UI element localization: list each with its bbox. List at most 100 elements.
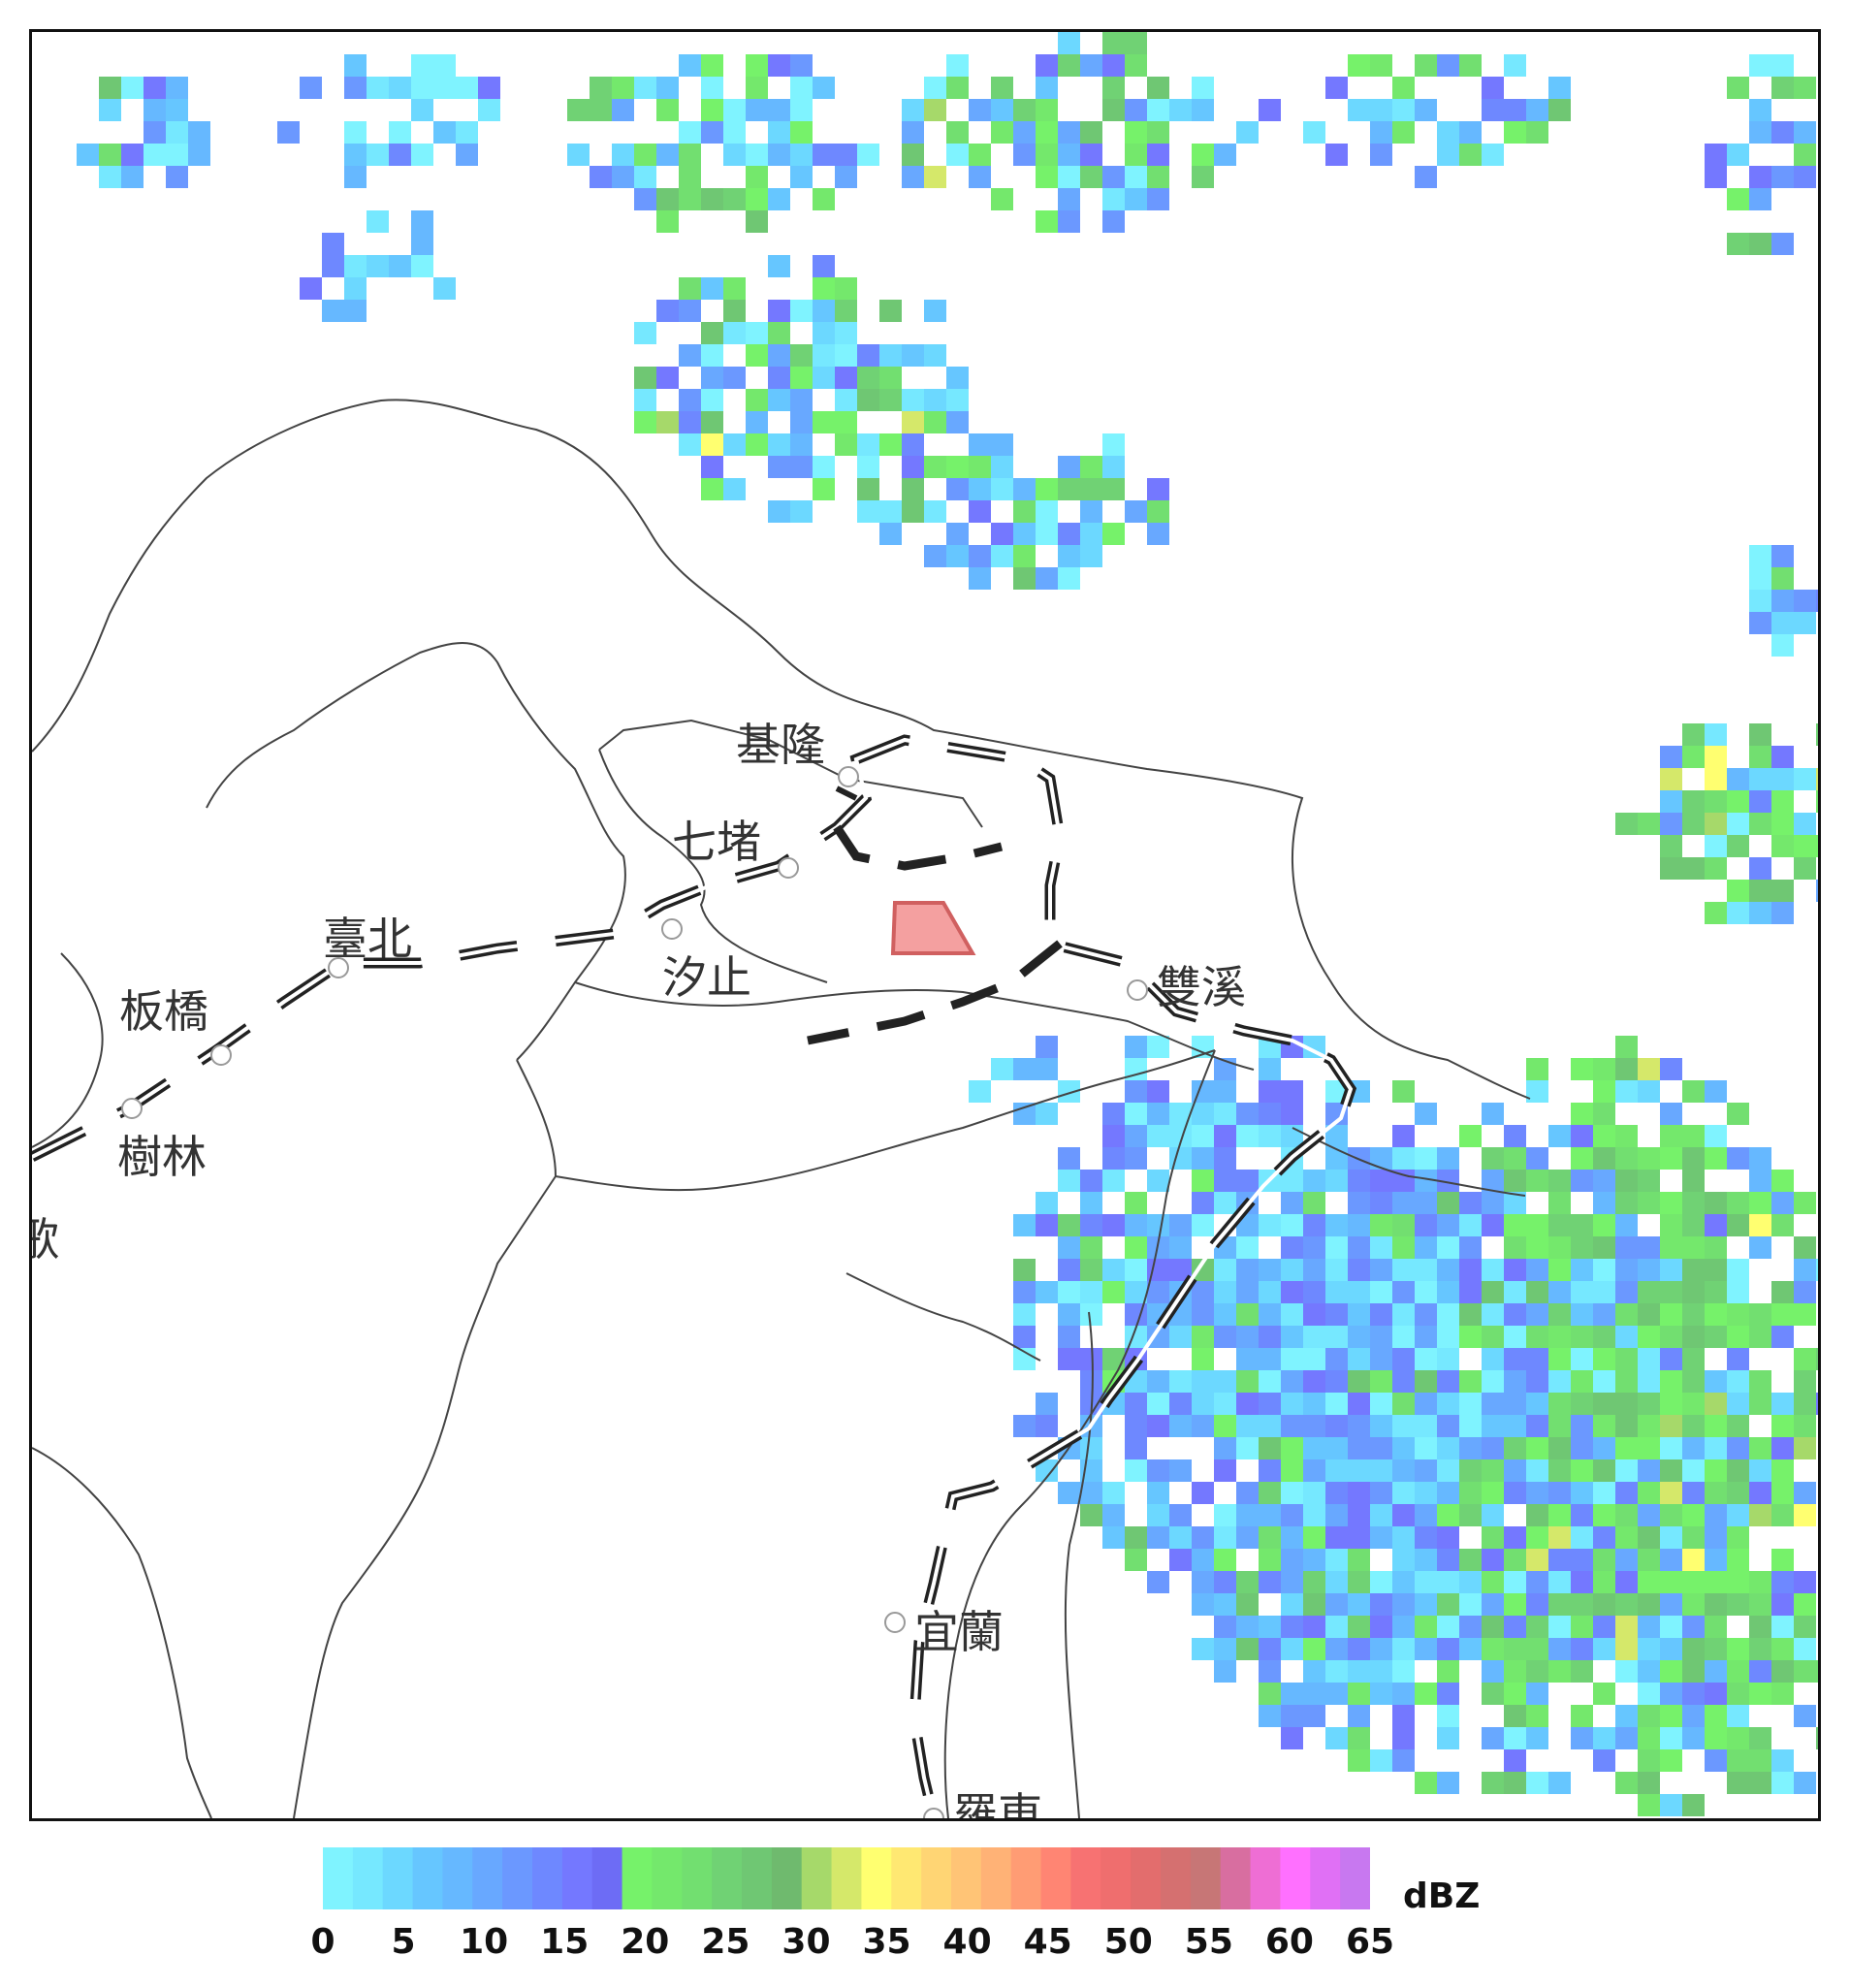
radar-cell — [1749, 1192, 1771, 1214]
colorbar-swatch — [1040, 1847, 1072, 1909]
radar-cell — [1437, 121, 1459, 144]
radar-cell — [1437, 1482, 1459, 1504]
radar-cell — [1013, 1281, 1036, 1303]
station-marker[interactable] — [838, 766, 859, 787]
radar-cell — [679, 277, 701, 300]
radar-cell — [1749, 1482, 1771, 1504]
colorbar-swatch — [472, 1847, 503, 1909]
station-marker[interactable] — [210, 1044, 232, 1066]
radar-cell — [1370, 1214, 1392, 1236]
radar-cell — [1348, 1504, 1370, 1526]
radar-cell — [1058, 121, 1080, 144]
radar-cell — [768, 322, 790, 344]
radar-cell — [1816, 835, 1818, 857]
radar-cell — [1348, 1415, 1370, 1437]
radar-cell — [1147, 1259, 1169, 1281]
radar-cell — [768, 433, 790, 456]
radar-cell — [1615, 1214, 1638, 1236]
radar-cell — [1325, 1683, 1348, 1705]
radar-cell — [1036, 166, 1058, 188]
radar-cell — [634, 188, 656, 210]
radar-cell — [1660, 1326, 1682, 1348]
radar-cell — [1036, 1192, 1058, 1214]
radar-cell — [746, 166, 768, 188]
station-marker[interactable] — [1127, 979, 1148, 1001]
radar-cell — [1236, 1370, 1259, 1393]
radar-cell — [1638, 1192, 1660, 1214]
radar-cell — [746, 54, 768, 77]
station-marker[interactable] — [884, 1612, 906, 1633]
dbz-colorbar — [323, 1847, 1370, 1909]
radar-cell — [1615, 1326, 1638, 1348]
radar-cell — [857, 478, 879, 500]
radar-cell — [1459, 1638, 1482, 1660]
radar-cell — [1727, 1683, 1749, 1705]
radar-cell — [1259, 1103, 1281, 1125]
radar-cell — [1080, 1192, 1102, 1214]
radar-cell — [1615, 1638, 1638, 1660]
radar-cell — [1794, 144, 1816, 166]
radar-cell — [1036, 99, 1058, 121]
radar-cell — [1615, 1281, 1638, 1303]
radar-cell — [1682, 1526, 1705, 1549]
radar-cell — [344, 166, 367, 188]
radar-cell — [1482, 1147, 1504, 1170]
radar-cell — [835, 144, 857, 166]
radar-cell — [1259, 1549, 1281, 1571]
radar-cell — [1504, 1236, 1526, 1259]
radar-cell — [1415, 1170, 1437, 1192]
radar-cell — [902, 166, 924, 188]
radar-cell — [1682, 1259, 1705, 1281]
radar-cell — [1548, 1593, 1571, 1616]
radar-cell — [1615, 1593, 1638, 1616]
radar-cell — [456, 144, 478, 166]
radar-cell — [746, 188, 768, 210]
yilan-north-boundary — [1292, 1127, 1526, 1197]
highlight-region[interactable] — [890, 901, 976, 955]
radar-cell — [567, 99, 590, 121]
radar-cell — [1348, 1281, 1370, 1303]
radar-cell — [1727, 813, 1749, 835]
radar-cell — [1682, 1593, 1705, 1616]
radar-cell — [1102, 77, 1125, 99]
radar-cell — [1615, 1348, 1638, 1370]
radar-cell — [1727, 1660, 1749, 1683]
station-marker[interactable] — [121, 1098, 143, 1119]
station-marker[interactable] — [778, 857, 799, 879]
radar-cell — [946, 523, 969, 545]
radar-cell — [879, 523, 902, 545]
radar-cell — [1749, 768, 1771, 790]
radar-cell — [1392, 1147, 1415, 1170]
radar-cell — [1727, 188, 1749, 210]
radar-cell — [1102, 1147, 1125, 1170]
radar-cell — [1102, 166, 1125, 188]
radar-cell — [1392, 1749, 1415, 1772]
radar-cell — [1638, 1170, 1660, 1192]
radar-cell — [1036, 1103, 1058, 1125]
station-marker[interactable] — [661, 918, 683, 940]
colorbar-swatch — [1250, 1847, 1282, 1909]
radar-cell — [1615, 1616, 1638, 1638]
radar-cell — [1192, 1549, 1214, 1571]
station-marker[interactable] — [923, 1808, 944, 1818]
radar-cell — [1482, 1370, 1504, 1393]
radar-cell — [411, 144, 433, 166]
radar-cell — [1727, 1370, 1749, 1393]
radar-cell — [857, 433, 879, 456]
radar-cell — [1080, 54, 1102, 77]
radar-cell — [1058, 54, 1080, 77]
radar-cell — [367, 144, 389, 166]
radar-cell — [1593, 1125, 1615, 1147]
radar-cell — [1749, 723, 1771, 746]
radar-cell — [1660, 1125, 1682, 1147]
radar-cell — [790, 99, 813, 121]
radar-cell — [1281, 1326, 1303, 1348]
radar-cell — [1794, 1616, 1816, 1638]
radar-cell — [1615, 1259, 1638, 1281]
station-marker[interactable] — [328, 957, 349, 978]
radar-cell — [1548, 1214, 1571, 1236]
radar-cell — [768, 54, 790, 77]
radar-cell — [1482, 1170, 1504, 1192]
radar-cell — [1080, 121, 1102, 144]
